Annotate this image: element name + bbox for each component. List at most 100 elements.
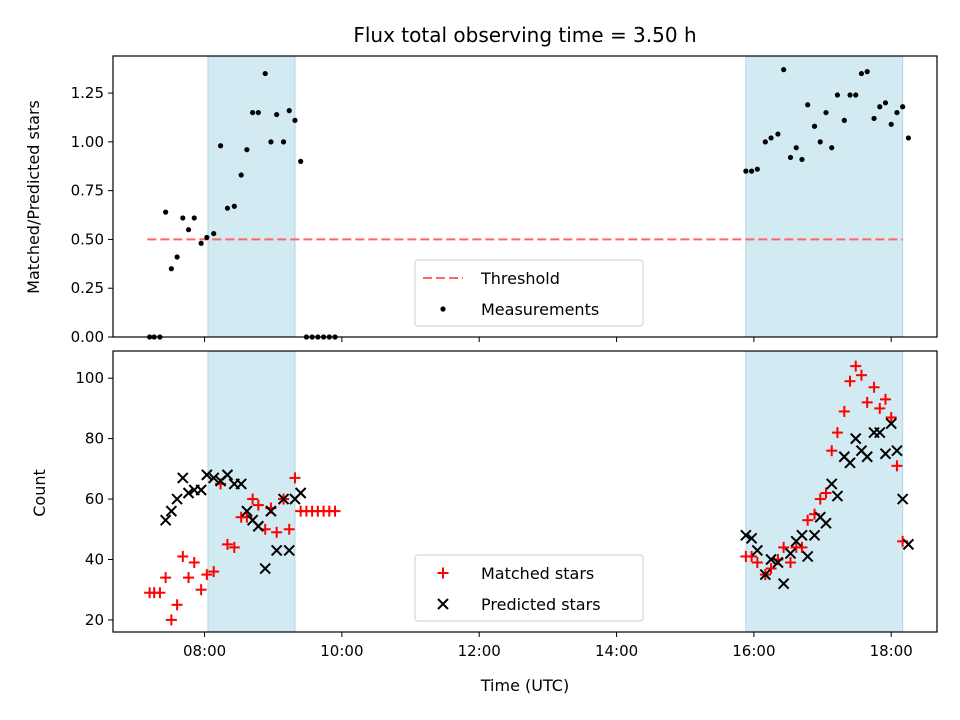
predicted-star-point — [808, 529, 821, 542]
predicted-star-point — [801, 550, 814, 563]
matched-star-point — [844, 375, 856, 387]
measurement-point — [841, 117, 847, 123]
predicted-star-point — [201, 469, 213, 481]
matched-star-point — [154, 587, 166, 599]
matched-star-point — [885, 411, 897, 423]
matched-star-point — [252, 499, 264, 511]
predicted-star-point — [850, 432, 862, 445]
bottom-y-axis-label: Count — [30, 469, 49, 517]
predicted-star-point — [745, 532, 758, 545]
matched-star-point — [271, 526, 283, 538]
top-y-tick-label: 0.75 — [71, 182, 104, 200]
measurement-point — [847, 92, 853, 98]
measurement-point — [888, 121, 894, 127]
measurement-point — [292, 117, 298, 123]
predicted-star-point — [235, 478, 247, 490]
x-tick-label: 12:00 — [458, 642, 501, 660]
matched-star-point — [820, 487, 832, 499]
predicted-star-point — [874, 426, 886, 439]
matched-star-point — [874, 402, 886, 414]
matched-star-point — [183, 572, 195, 584]
measurement-point — [255, 109, 261, 116]
matched-star-point — [831, 427, 843, 439]
top-y-tick-label: 0.50 — [71, 230, 104, 248]
measurement-point — [163, 209, 169, 215]
x-tick-label: 08:00 — [183, 642, 226, 660]
legend-box — [414, 554, 644, 622]
matched-star-point — [891, 460, 903, 472]
predicted-star-point — [831, 490, 844, 502]
matched-star-point — [171, 599, 183, 611]
measurement-point — [743, 168, 749, 174]
predicted-star-point — [259, 562, 271, 575]
measurement-point — [749, 168, 755, 174]
predicted-star-point — [896, 493, 909, 505]
measurement-point — [817, 139, 823, 145]
measurement-point — [274, 111, 280, 118]
measurement-point — [805, 102, 811, 108]
bottom-panel: 20 40 60 80 100 08:00 10:00 12:00 14:00 16:00 18:0… — [75, 350, 938, 660]
top-shaded-window-2 — [745, 55, 904, 338]
predicted-star-point — [891, 445, 903, 457]
measurement-point — [754, 166, 760, 172]
chart-title: Flux total observing time = 3.50 h — [353, 23, 696, 47]
measurement-point — [217, 143, 224, 149]
matched-star-point — [861, 396, 873, 408]
matched-star-point — [188, 557, 200, 569]
top-y-tick-label: 0.25 — [71, 279, 104, 297]
measurement-point — [262, 70, 268, 77]
legend-matched-swatch — [437, 567, 449, 579]
x-tick-label: 10:00 — [320, 642, 363, 660]
measurement-point — [775, 131, 781, 137]
measurement-point — [168, 266, 174, 272]
matched-star-point — [195, 584, 207, 596]
measurement-point — [905, 135, 911, 141]
top-y-tick-label: 0.00 — [71, 328, 104, 346]
top-legend: Threshold Measurements — [414, 259, 644, 327]
legend-measurement-swatch — [440, 306, 446, 312]
measurement-point — [834, 92, 841, 98]
predicted-star-point — [844, 457, 856, 469]
measurement-point — [768, 135, 774, 141]
predicted-star-point — [751, 544, 764, 557]
measurement-point — [185, 227, 192, 233]
matched-star-point — [221, 538, 233, 550]
predicted-star-point — [177, 472, 189, 484]
matched-star-point — [814, 493, 826, 505]
bottom-y-tick-label: 60 — [85, 490, 104, 508]
predicted-star-point — [195, 484, 207, 496]
top-y-tick-label: 1.25 — [71, 84, 104, 102]
measurement-point — [793, 145, 799, 151]
matched-star-point — [329, 505, 341, 517]
matched-star-point — [796, 541, 808, 553]
measurement-point — [871, 115, 877, 122]
predicted-star-point — [902, 538, 915, 551]
measurement-point — [174, 254, 180, 260]
bottom-shaded-window-1 — [207, 350, 296, 633]
measurement-point — [298, 158, 304, 164]
top-y-axis-label: Matched/Predicted stars — [24, 100, 43, 294]
predicted-star-point — [772, 556, 784, 569]
predicted-star-point — [208, 472, 220, 484]
top-axes-frame — [112, 55, 938, 338]
matched-star-point — [850, 360, 862, 372]
measurement-point — [811, 123, 818, 129]
measurement-point — [762, 139, 768, 145]
measurement-point — [781, 67, 787, 73]
predicted-star-point — [796, 529, 808, 542]
measurement-point — [244, 147, 250, 153]
measurement-point — [286, 108, 292, 114]
predicted-star-point — [740, 529, 752, 542]
matched-star-point — [880, 393, 891, 405]
measurement-point — [204, 234, 210, 241]
measurement-point — [250, 109, 256, 116]
matched-star-point — [228, 541, 240, 553]
bottom-legend: Matched stars Predicted stars — [414, 554, 644, 622]
matched-star-point — [177, 550, 189, 562]
legend-label: Measurements — [481, 300, 599, 319]
predicted-star-point — [171, 493, 183, 505]
predicted-star-point — [777, 577, 790, 590]
bottom-y-tick-label: 80 — [85, 430, 104, 448]
bottom-y-tick-label: 20 — [85, 611, 104, 629]
